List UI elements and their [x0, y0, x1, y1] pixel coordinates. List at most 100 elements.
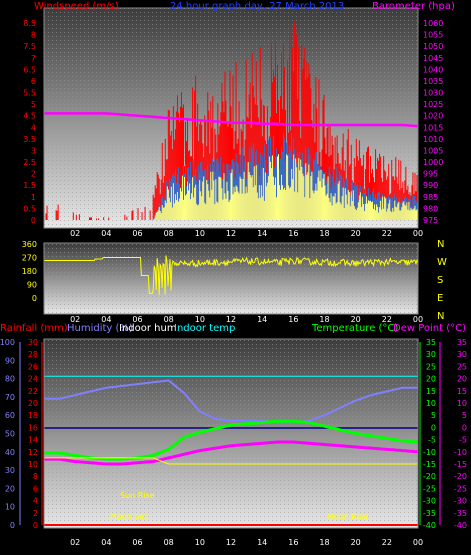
wind-ytick: 5	[31, 100, 36, 109]
baro-ytick: 985	[423, 193, 438, 202]
wind-direction-series	[44, 255, 419, 295]
humidity-ytick: 70	[5, 393, 15, 402]
wind-ytick: 1	[31, 193, 36, 202]
direction-ytick: 270	[22, 254, 37, 263]
baro-ytick: 1005	[423, 146, 443, 155]
xtick-label: 22	[382, 229, 392, 238]
temp-ytick: -35	[423, 509, 436, 518]
rain-ytick: 18	[28, 411, 38, 420]
temp-ytick: -15	[423, 460, 436, 469]
wind-ytick: 7	[31, 54, 36, 63]
xtick-label: 10	[195, 315, 205, 324]
xtick-label: 14	[257, 315, 267, 324]
humidity-ytick: 30	[5, 466, 15, 475]
xtick-label: 20	[351, 538, 361, 547]
wind-ytick: 4	[31, 123, 36, 132]
temperature-series	[44, 419, 419, 461]
humidity-ytick: 0	[10, 521, 15, 530]
baro-ytick: 1055	[423, 31, 443, 40]
wind-ytick: 1.5	[23, 181, 36, 190]
temp-ytick: 5	[431, 411, 436, 420]
baro-ytick: 1040	[423, 65, 443, 74]
dew-ytick: 30	[457, 350, 467, 359]
compass-label: N	[437, 311, 444, 322]
wind-ytick: 0.5	[23, 204, 36, 213]
dewpoint-series	[44, 440, 419, 466]
temp-ytick: -30	[423, 497, 436, 506]
rain-ytick: 30	[28, 338, 38, 347]
indoor-temp-label: Indoor temp	[174, 323, 235, 334]
dew-ytick: -35	[454, 509, 467, 518]
temp-ytick: 35	[426, 338, 436, 347]
humidity-ytick: 60	[5, 411, 15, 420]
temp-ytick: 25	[426, 362, 436, 371]
xtick-label: 06	[132, 538, 142, 547]
baro-ytick: 995	[423, 170, 438, 179]
dew-ytick: -15	[454, 460, 467, 469]
annotation-moon-set: Moon Set	[110, 512, 147, 521]
xtick-label: 04	[101, 538, 111, 547]
dew-ytick: -25	[454, 484, 467, 493]
xtick-label: 00	[413, 538, 423, 547]
xtick-label: 08	[164, 538, 174, 547]
xtick-label: 04	[101, 229, 111, 238]
dew-ytick: -20	[454, 472, 467, 481]
temp-ytick: -20	[423, 472, 436, 481]
wind-panel: 0 0.5 1 1.5 2 2.5 3 3.5 4 4.5 5 5.5 6 6.5 7 7.5 8 8.5 975…	[23, 1, 455, 229]
compass-label: S	[437, 275, 443, 286]
dew-ytick: 15	[457, 387, 467, 396]
direction-ytick: 0	[32, 294, 37, 303]
rain-ytick: 26	[28, 362, 38, 371]
direction-panel-frame	[43, 242, 419, 315]
annotation-sun-rise: Sun Rise	[120, 491, 155, 500]
xtick-label: 08	[164, 315, 174, 324]
xtick-label: 04	[101, 315, 111, 324]
humidity-label: Humidity (%)	[67, 323, 133, 334]
rain-ytick: 20	[28, 399, 38, 408]
baro-ytick: 975	[423, 216, 438, 225]
rainfall-label: Rainfall (mm)	[0, 323, 68, 334]
xtick-label: 02	[70, 538, 80, 547]
chart-title: 24 hour graph day, 27 March 2013	[170, 1, 344, 12]
humidity-ytick: 50	[5, 430, 15, 439]
xtick-label: 20	[351, 315, 361, 324]
barometer-series	[44, 112, 419, 128]
dew-ytick: -10	[454, 448, 467, 457]
rain-ytick: 16	[28, 423, 38, 432]
baro-ytick: 1015	[423, 123, 443, 132]
dew-ytick: 0	[462, 423, 467, 432]
windspeed-label: Windspeed (m/s)	[34, 1, 119, 12]
rain-ytick: 2	[33, 509, 38, 518]
direction-ytick: 360	[22, 240, 37, 249]
dew-ytick: 35	[457, 338, 467, 347]
baro-ytick: 1035	[423, 77, 443, 86]
xtick-label: 12	[226, 315, 236, 324]
xtick-label: 06	[132, 229, 142, 238]
baro-ytick: 1025	[423, 100, 443, 109]
wind-ytick: 0	[31, 216, 36, 225]
temp-ytick: 30	[426, 350, 436, 359]
xtick-label: 06	[132, 315, 142, 324]
humidity-ytick: 80	[5, 375, 15, 384]
xtick-label: 18	[319, 315, 329, 324]
temp-ytick: -40	[423, 521, 436, 530]
baro-ytick: 980	[423, 204, 438, 213]
xtick-label: 18	[319, 538, 329, 547]
lower-panel-frame	[43, 338, 419, 529]
wind-ytick: 8.5	[23, 19, 36, 28]
compass-label: E	[437, 293, 443, 304]
humidity-ytick: 10	[5, 503, 15, 512]
dew-ytick: -30	[454, 497, 467, 506]
indoor-hum-label: Indoor hum	[119, 323, 177, 334]
dew-ytick: -40	[454, 521, 467, 530]
temperature-label: Temperature (°C)	[311, 323, 398, 334]
rain-ytick: 4	[33, 497, 38, 506]
compass-label: W	[437, 257, 447, 268]
temp-ytick: -25	[423, 484, 436, 493]
humidity-ytick: 40	[5, 448, 15, 457]
direction-ytick: 90	[27, 281, 37, 290]
temp-ytick: -5	[428, 436, 436, 445]
baro-ytick: 1000	[423, 158, 443, 167]
